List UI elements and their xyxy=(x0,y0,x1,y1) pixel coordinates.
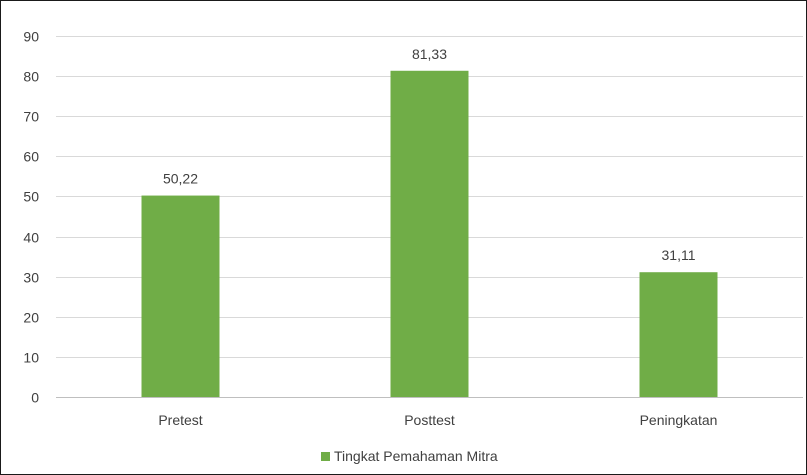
y-tick-label: 20 xyxy=(23,310,39,326)
y-tick-label: 90 xyxy=(23,29,39,45)
data-label: 50,22 xyxy=(163,171,198,187)
legend-swatch xyxy=(321,452,330,461)
legend: Tingkat Pemahaman Mitra xyxy=(321,448,498,464)
legend-label: Tingkat Pemahaman Mitra xyxy=(334,448,498,464)
y-tick-label: 10 xyxy=(23,350,39,366)
data-labels: 50,22 81,33 31,11 xyxy=(163,46,696,263)
x-axis-categories: Pretest Posttest Peningkatan xyxy=(158,412,717,428)
x-category-label: Pretest xyxy=(158,412,202,428)
x-category-label: Posttest xyxy=(404,412,455,428)
bars xyxy=(141,70,718,397)
bar-posttest xyxy=(390,70,469,397)
bar-pretest xyxy=(141,195,220,397)
y-tick-label: 50 xyxy=(23,189,39,205)
x-category-label: Peningkatan xyxy=(640,412,718,428)
y-tick-label: 0 xyxy=(31,390,39,406)
y-axis-ticks: 0 10 20 30 40 50 60 70 80 90 xyxy=(23,29,39,406)
y-tick-label: 30 xyxy=(23,270,39,286)
y-tick-label: 80 xyxy=(23,69,39,85)
y-tick-label: 70 xyxy=(23,109,39,125)
data-label: 81,33 xyxy=(412,46,447,62)
data-label: 31,11 xyxy=(662,247,696,263)
y-tick-label: 40 xyxy=(23,230,39,246)
bar-peningkatan xyxy=(639,272,718,397)
y-tick-label: 60 xyxy=(23,149,39,165)
